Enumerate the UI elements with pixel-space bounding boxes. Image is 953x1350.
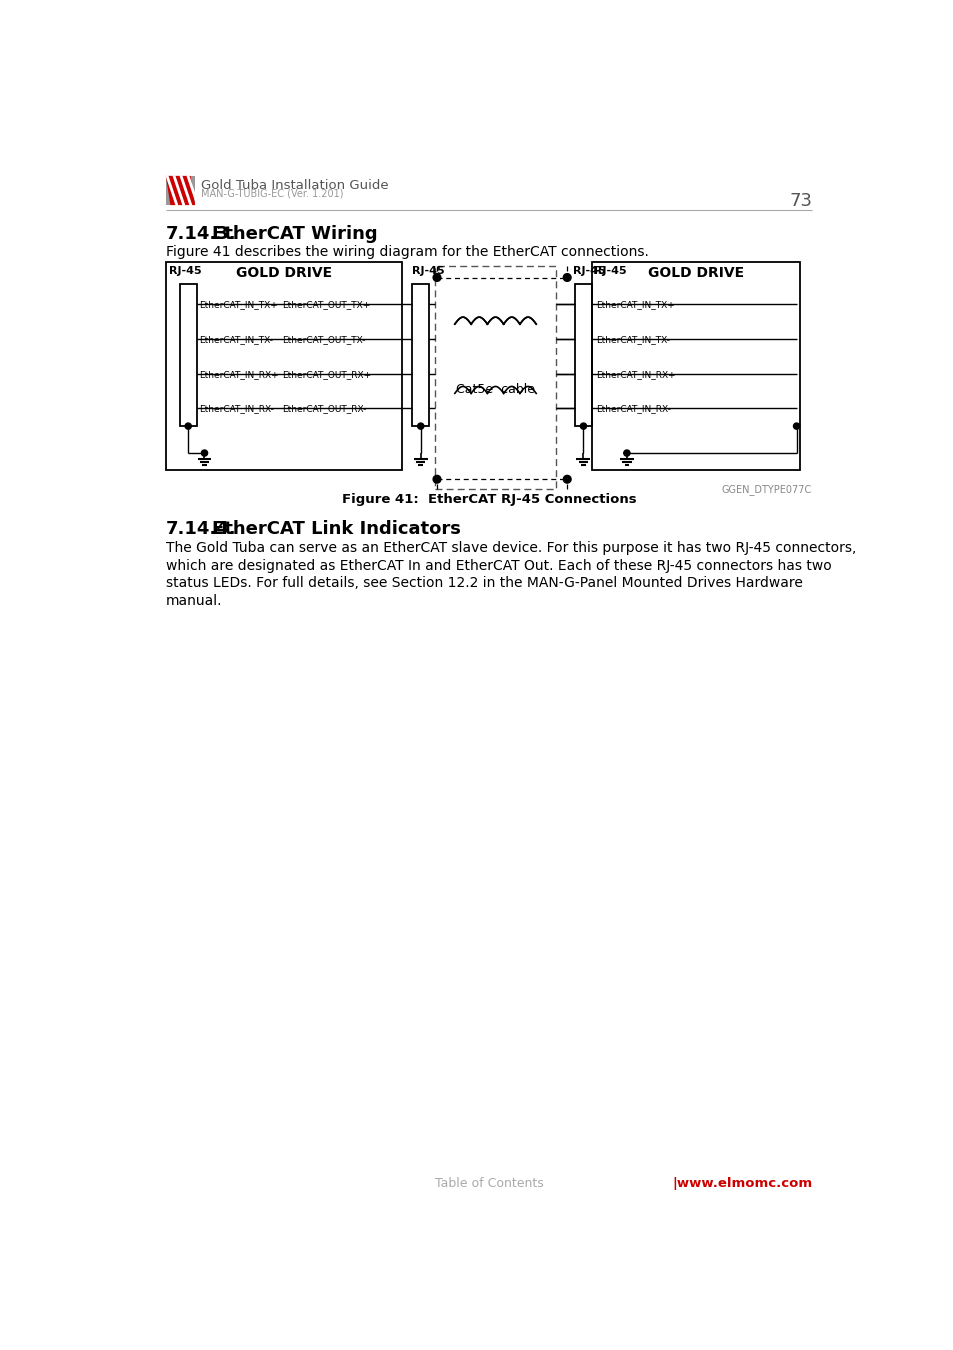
Text: EtherCAT_OUT_TX+: EtherCAT_OUT_TX+ bbox=[282, 301, 370, 309]
Text: manual.: manual. bbox=[166, 594, 222, 608]
Text: EtherCAT_IN_TX+: EtherCAT_IN_TX+ bbox=[596, 301, 674, 309]
Text: |www.elmomc.com: |www.elmomc.com bbox=[671, 1177, 811, 1189]
Circle shape bbox=[185, 423, 192, 429]
Text: RJ-45: RJ-45 bbox=[593, 266, 625, 275]
Text: RJ-45: RJ-45 bbox=[169, 266, 201, 275]
Bar bbox=[592, 262, 800, 470]
Bar bbox=[166, 262, 402, 470]
Text: GGEN_DTYPE077C: GGEN_DTYPE077C bbox=[721, 483, 811, 494]
Text: EtherCAT_IN_RX-: EtherCAT_IN_RX- bbox=[596, 405, 670, 413]
Text: GOLD DRIVE: GOLD DRIVE bbox=[235, 266, 332, 279]
Text: 7.14.3.: 7.14.3. bbox=[166, 225, 236, 243]
Text: which are designated as EtherCAT In and EtherCAT Out. Each of these RJ-45 connec: which are designated as EtherCAT In and … bbox=[166, 559, 831, 572]
Polygon shape bbox=[166, 176, 195, 205]
Bar bbox=[412, 284, 429, 427]
Text: EtherCAT_IN_TX+: EtherCAT_IN_TX+ bbox=[199, 301, 277, 309]
Bar bbox=[575, 284, 592, 427]
Bar bbox=[166, 176, 195, 205]
Text: Figure 41:  EtherCAT RJ-45 Connections: Figure 41: EtherCAT RJ-45 Connections bbox=[341, 493, 636, 506]
Text: GOLD DRIVE: GOLD DRIVE bbox=[647, 266, 743, 279]
Circle shape bbox=[433, 274, 440, 281]
Bar bbox=[435, 266, 555, 489]
Text: Table of Contents: Table of Contents bbox=[435, 1177, 542, 1189]
Text: EtherCAT_IN_TX-: EtherCAT_IN_TX- bbox=[596, 335, 669, 344]
Circle shape bbox=[433, 475, 440, 483]
Text: MAN-G-TUBIG-EC (Ver. 1.201): MAN-G-TUBIG-EC (Ver. 1.201) bbox=[201, 189, 343, 198]
Text: EtherCAT Wiring: EtherCAT Wiring bbox=[212, 225, 377, 243]
Text: 7.14.4.: 7.14.4. bbox=[166, 520, 236, 539]
Circle shape bbox=[623, 450, 629, 456]
Text: Cat5e  cable: Cat5e cable bbox=[456, 382, 535, 396]
Circle shape bbox=[201, 450, 208, 456]
Text: EtherCAT_OUT_RX-: EtherCAT_OUT_RX- bbox=[282, 405, 366, 413]
Text: 73: 73 bbox=[788, 192, 811, 209]
Text: EtherCAT_IN_TX-: EtherCAT_IN_TX- bbox=[199, 335, 273, 344]
Text: EtherCAT_OUT_TX-: EtherCAT_OUT_TX- bbox=[282, 335, 365, 344]
Text: RJ-45: RJ-45 bbox=[573, 266, 605, 275]
Bar bbox=[179, 284, 196, 427]
Text: Gold Tuba Installation Guide: Gold Tuba Installation Guide bbox=[201, 180, 389, 192]
Text: EtherCAT_IN_RX+: EtherCAT_IN_RX+ bbox=[596, 370, 675, 379]
Circle shape bbox=[793, 423, 799, 429]
Circle shape bbox=[579, 423, 586, 429]
Circle shape bbox=[417, 423, 423, 429]
Text: EtherCAT_IN_RX-: EtherCAT_IN_RX- bbox=[199, 405, 274, 413]
Text: EtherCAT_OUT_RX+: EtherCAT_OUT_RX+ bbox=[282, 370, 371, 379]
Text: RJ-45: RJ-45 bbox=[412, 266, 444, 275]
Text: EtherCAT_IN_RX+: EtherCAT_IN_RX+ bbox=[199, 370, 278, 379]
Text: Figure 41 describes the wiring diagram for the EtherCAT connections.: Figure 41 describes the wiring diagram f… bbox=[166, 246, 648, 259]
Circle shape bbox=[562, 274, 571, 281]
Circle shape bbox=[562, 475, 571, 483]
Text: status LEDs. For full details, see Section 12.2 in the MAN-G-Panel Mounted Drive: status LEDs. For full details, see Secti… bbox=[166, 576, 801, 590]
Text: EtherCAT Link Indicators: EtherCAT Link Indicators bbox=[212, 520, 460, 539]
Text: The Gold Tuba can serve as an EtherCAT slave device. For this purpose it has two: The Gold Tuba can serve as an EtherCAT s… bbox=[166, 541, 855, 555]
